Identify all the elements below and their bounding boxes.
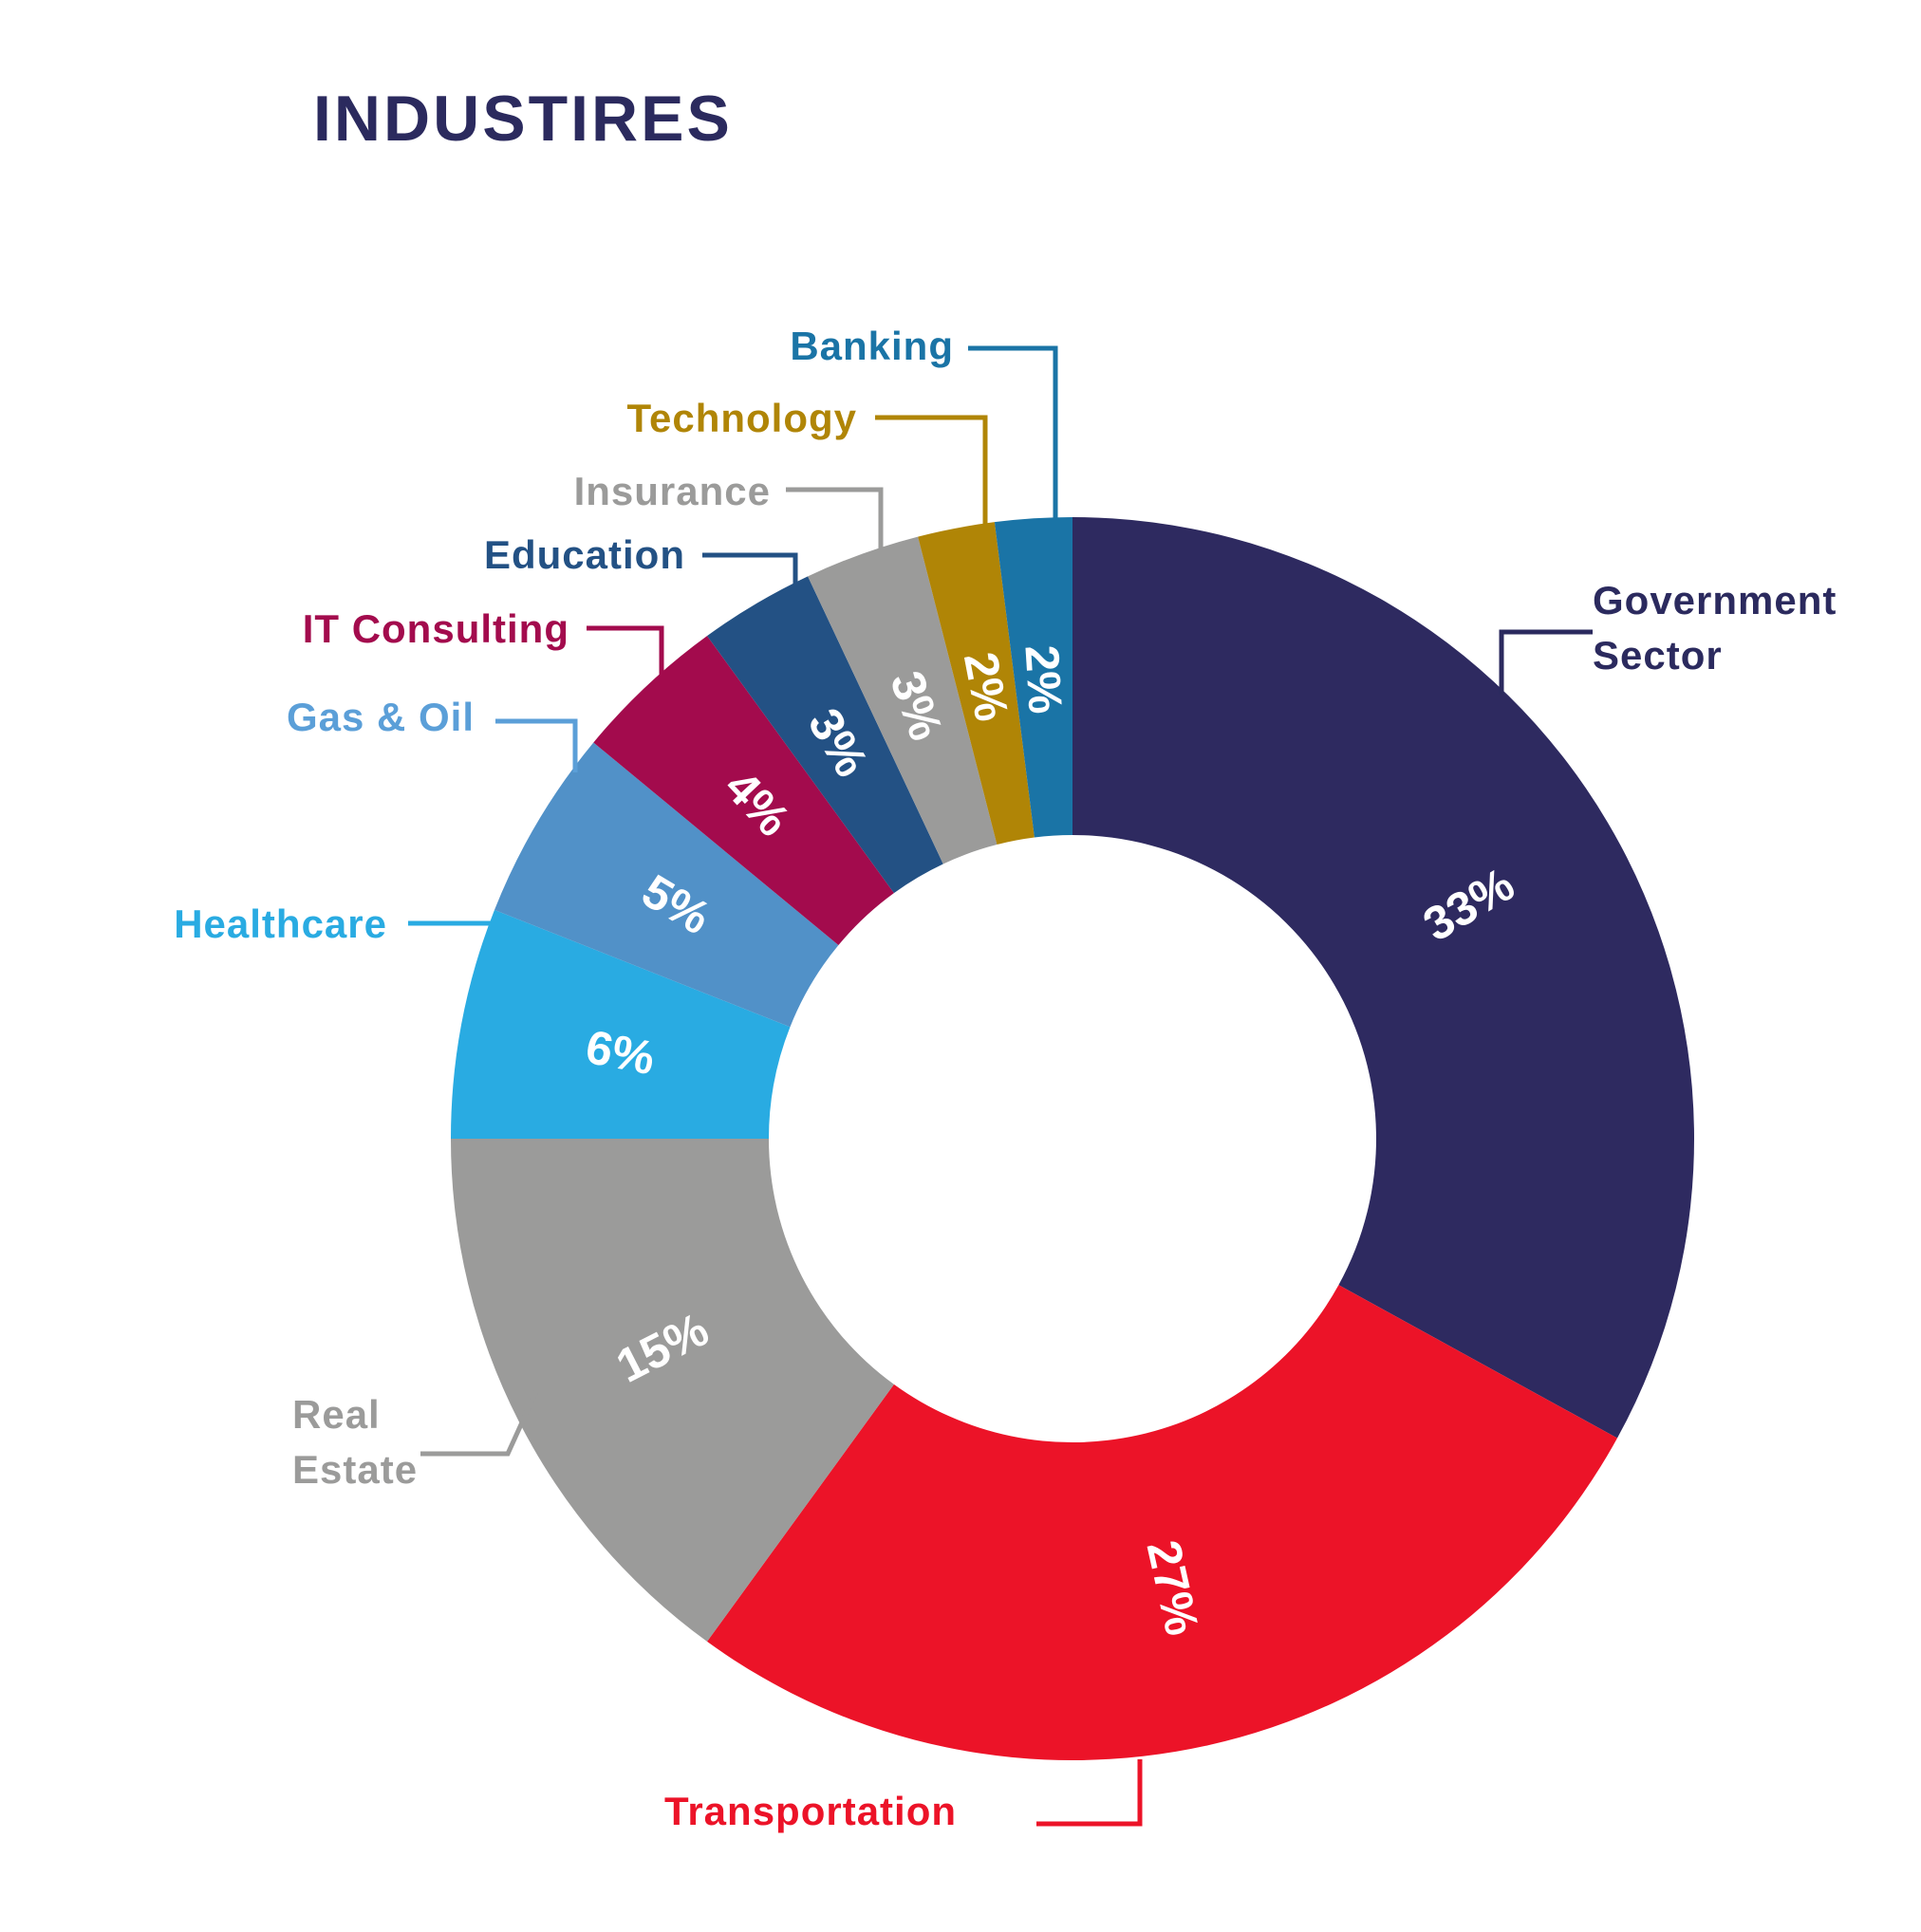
pct-label-technology: 2% (954, 648, 1019, 725)
slice-insurance (808, 536, 998, 864)
pct-label-healthcare: 6% (582, 1020, 659, 1086)
connector-education (702, 552, 798, 600)
page-title: INDUSTIRES (313, 83, 733, 155)
label-banking: Banking (790, 324, 954, 368)
connector-gas-oil (495, 718, 578, 772)
slice-banking (994, 517, 1072, 838)
label-healthcare: Healthcare (174, 901, 387, 946)
label-gas-oil: Gas & Oil (286, 695, 475, 739)
slice-it-consulting (593, 636, 894, 946)
label-government-sector: Government Sector (1593, 578, 1837, 678)
slice-technology (918, 522, 1035, 845)
pct-label-banking: 2% (1015, 643, 1072, 715)
slice-government-sector (1072, 517, 1695, 1439)
label-education: Education (483, 532, 685, 577)
label-transportation: Transportation (664, 1789, 958, 1833)
slice-healthcare (451, 909, 791, 1139)
connector-real-estate (420, 1389, 539, 1457)
label-real-estate: Real Estate (292, 1392, 419, 1492)
label-technology: Technology (626, 396, 857, 440)
connector-it-consulting (587, 625, 664, 699)
connector-technology (875, 415, 988, 533)
connector-banking (968, 345, 1058, 533)
slice-education (707, 576, 943, 894)
label-it-consulting: IT Consulting (302, 606, 569, 651)
connector-transportation (1036, 1759, 1143, 1827)
slice-transportation (707, 1285, 1617, 1760)
label-insurance: Insurance (573, 469, 771, 513)
connector-insurance (786, 487, 884, 564)
connector-government-sector (1499, 629, 1593, 695)
slice-gas-oil (494, 742, 839, 1028)
slice-real-estate (451, 1139, 894, 1642)
